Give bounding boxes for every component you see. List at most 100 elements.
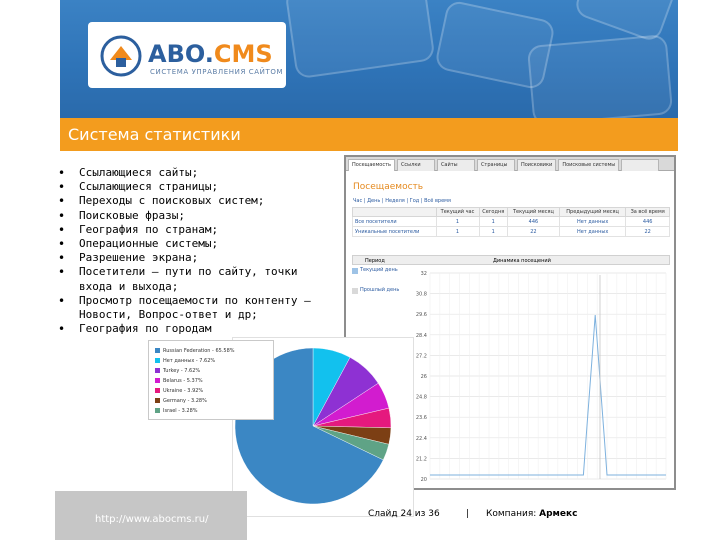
tab-search[interactable]: Поисковики: [516, 159, 557, 171]
y-tick-label: 24.8: [416, 395, 427, 401]
column-header: [352, 207, 437, 217]
legend-label: Israel - 3.28%: [163, 408, 198, 414]
list-item: Ссылающиеся сайты;: [58, 166, 318, 180]
column-header: За всё время: [625, 207, 670, 217]
decorative-shape: [526, 34, 674, 118]
list-item: Ссылающиеся страницы;: [58, 180, 318, 194]
period-links: Час | День | Неделя | Год | Всё время: [353, 198, 451, 204]
list-item: География по странам;: [58, 223, 318, 237]
visits-line-chart: 32 30.8 29.6 28.4 27.2 26 24.8 23.6 22.4 21.2 20: [416, 271, 667, 483]
table-cell[interactable]: Все посетители: [352, 216, 437, 227]
y-tick-label: 30.8: [416, 292, 427, 298]
table-cell: Нет данных: [558, 226, 627, 237]
legend-swatch: [155, 368, 160, 373]
logo: ABO.CMS СИСТЕМА УПРАВЛЕНИЯ САЙТОМ: [88, 22, 286, 88]
tab-pages[interactable]: Страницы: [476, 159, 515, 171]
logo-icon: [100, 35, 142, 77]
pie-legend-item: Russian Federation - 65.58%: [155, 348, 235, 356]
decorative-shape: [284, 0, 436, 80]
pie-legend-item: Germany - 3.28%: [155, 398, 207, 406]
chart-title: Динамика посещений: [493, 258, 551, 264]
legend-swatch: [155, 398, 160, 403]
stats-tab-bar: Посещаемость Ссылки Сайты Страницы Поиск…: [346, 157, 674, 171]
tab-more[interactable]: [621, 159, 660, 171]
y-tick-label: 28.4: [416, 333, 427, 339]
tab-visits[interactable]: Посещаемость: [348, 159, 395, 171]
title-bar: Система статистики: [60, 118, 678, 151]
period-link[interactable]: День: [367, 198, 381, 204]
list-item: География по городам: [58, 322, 318, 336]
column-header: Текущий месяц: [506, 207, 560, 217]
table-cell: 1: [478, 226, 508, 237]
table-header-row: Текущий час Сегодня Текущий месяц Предыд…: [352, 207, 670, 217]
table-cell: 446: [506, 216, 560, 227]
y-tick-label: 20: [421, 477, 427, 483]
table-cell: 22: [625, 226, 670, 237]
column-header: Сегодня: [478, 207, 508, 217]
tab-search-engines[interactable]: Поисковые системы: [558, 159, 620, 171]
y-tick-label: 27.2: [416, 353, 427, 359]
tab-sites[interactable]: Сайты: [436, 159, 475, 171]
stats-heading: Посещаемость: [353, 182, 424, 192]
column-header: Текущий час: [435, 207, 480, 217]
table-cell: 1: [435, 226, 480, 237]
pie-legend-item: Ukraine - 3.92%: [155, 388, 203, 396]
y-tick-label: 23.6: [416, 415, 427, 421]
footer-separator: |: [466, 509, 470, 519]
logo-tagline: СИСТЕМА УПРАВЛЕНИЯ САЙТОМ: [150, 68, 284, 76]
period-link[interactable]: Неделя: [385, 198, 405, 204]
table-row: Все посетители 1 1 446 Нет данных 446: [352, 216, 670, 227]
table-cell: 22: [506, 226, 560, 237]
visits-series-line: [430, 314, 666, 476]
pie-legend: Russian Federation - 65.58% Нет данных - …: [148, 340, 274, 420]
legend-item[interactable]: Текущий день: [352, 267, 408, 283]
table-cell: 446: [625, 216, 670, 227]
column-header: Предыдущий месяц: [558, 207, 627, 217]
legend-swatch: [352, 268, 358, 274]
legend-swatch: [155, 388, 160, 393]
y-tick-label: 21.2: [416, 456, 427, 462]
chart-header: Период Динамика посещений: [352, 255, 670, 265]
table-cell[interactable]: Уникальные посетители: [352, 226, 437, 237]
list-item: Посетители – пути по сайту, точки входа …: [58, 265, 318, 293]
list-item: Переходы с поисковых систем;: [58, 194, 318, 208]
legend-swatch: [155, 348, 160, 353]
company-info: Компания: Армекс: [486, 509, 578, 519]
slide-title: Система статистики: [68, 125, 241, 144]
legend-item[interactable]: Прошлый день: [352, 287, 408, 303]
y-tick-label: 26: [421, 374, 427, 380]
feature-list: Ссылающиеся сайты; Ссылающиеся страницы;…: [58, 166, 318, 337]
footer-url-box: http://www.abocms.ru/: [55, 491, 247, 540]
list-item: Разрешение экрана;: [58, 251, 318, 265]
site-url[interactable]: http://www.abocms.ru/: [95, 514, 209, 525]
legend-swatch: [155, 408, 160, 413]
list-item: Операционные системы;: [58, 237, 318, 251]
table-cell: 1: [478, 216, 508, 227]
legend-swatch: [155, 378, 160, 383]
y-tick-label: 29.6: [416, 312, 427, 318]
legend-label: Нет данных - 7.62%: [163, 358, 216, 364]
period-link[interactable]: Час: [353, 198, 363, 204]
period-label: Период: [365, 258, 385, 264]
slide-counter: Слайд 24 из 36: [368, 509, 440, 519]
list-item: Поисковые фразы;: [58, 209, 318, 223]
legend-label: Ukraine - 3.92%: [163, 388, 204, 394]
legend-label: Germany - 3.28%: [163, 398, 207, 404]
period-link[interactable]: Год: [409, 198, 420, 204]
list-item: Просмотр посещаемости по контенту – Ново…: [58, 294, 318, 322]
legend-label: Belarus - 5.37%: [163, 378, 203, 384]
table-cell: 1: [435, 216, 480, 227]
legend-swatch: [352, 288, 358, 294]
y-tick-label: 22.4: [416, 436, 427, 442]
pie-legend-item: Turkey - 7.62%: [155, 368, 200, 376]
table-row: Уникальные посетители 1 1 22 Нет данных …: [352, 226, 670, 237]
table-cell: Нет данных: [558, 216, 627, 227]
legend-label: Turkey - 7.62%: [163, 368, 201, 374]
tab-links[interactable]: Ссылки: [396, 159, 435, 171]
legend-swatch: [155, 358, 160, 363]
header-banner: ABO.CMS СИСТЕМА УПРАВЛЕНИЯ САЙТОМ: [60, 0, 678, 118]
period-link[interactable]: Всё время: [424, 198, 451, 204]
logo-name: ABO.CMS: [148, 40, 273, 68]
legend-label: Russian Federation - 65.58%: [163, 348, 235, 354]
